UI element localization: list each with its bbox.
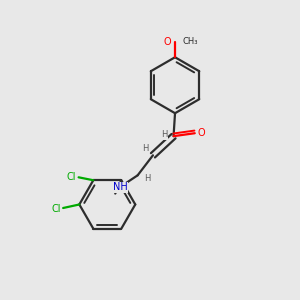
- Text: H: H: [142, 144, 149, 153]
- Text: O: O: [197, 128, 205, 138]
- Text: H: H: [144, 174, 150, 183]
- Text: NH: NH: [112, 182, 127, 192]
- Text: CH₃: CH₃: [182, 38, 198, 46]
- Text: Cl: Cl: [51, 204, 61, 214]
- Text: Cl: Cl: [67, 172, 76, 182]
- Text: O: O: [164, 37, 171, 46]
- Text: H: H: [161, 130, 168, 139]
